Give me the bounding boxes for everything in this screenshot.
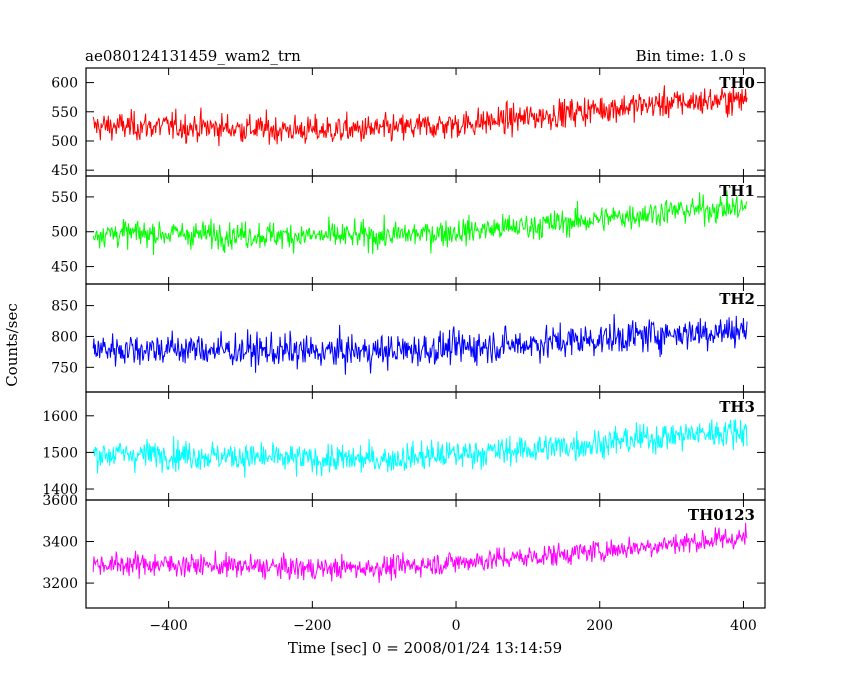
y-tick-label: 3200 bbox=[42, 576, 78, 592]
x-tick-label: −400 bbox=[149, 618, 187, 634]
y-tick-label: 750 bbox=[51, 360, 78, 376]
series-th1-line bbox=[92, 190, 748, 255]
y-tick-label: 550 bbox=[51, 190, 78, 206]
x-tick-label: −200 bbox=[293, 618, 331, 634]
y-tick-label: 800 bbox=[51, 329, 78, 345]
y-tick-label: 500 bbox=[51, 134, 78, 150]
y-tick-label: 450 bbox=[51, 260, 78, 276]
y-axis-label: Counts/sec bbox=[3, 303, 21, 387]
panel-th1: 450 500 550 TH1 bbox=[51, 175, 766, 285]
bin-time-label: Bin time: 1.0 s bbox=[636, 47, 746, 65]
x-axis: −400 −200 0 200 400 bbox=[149, 618, 756, 634]
panels: 450 500 550 600 TH0 450 500 550 TH1 750 800 850 TH2 1… bbox=[42, 67, 766, 609]
panel-label-th0: TH0 bbox=[719, 74, 755, 92]
y-tick-label: 3400 bbox=[42, 535, 78, 551]
y-tick-label: 850 bbox=[51, 299, 78, 315]
y-tick-label: 3600 bbox=[42, 493, 78, 509]
y-tick-label: 500 bbox=[51, 225, 78, 241]
y-tick-label: 1500 bbox=[42, 445, 78, 461]
panel-th0: 450 500 550 600 TH0 bbox=[51, 67, 766, 179]
series-th0123-line bbox=[92, 522, 748, 583]
panel-label-th2: TH2 bbox=[719, 290, 755, 308]
series-th0-line bbox=[92, 83, 748, 147]
y-tick-label: 600 bbox=[51, 76, 78, 92]
panel-th2: 750 800 850 TH2 bbox=[51, 283, 766, 393]
observation-title: ae080124131459_wam2_trn bbox=[85, 47, 301, 65]
panel-frame bbox=[85, 499, 766, 609]
panel-label-th3: TH3 bbox=[719, 398, 755, 416]
panel-th0123: 3200 3400 3600 TH0123 bbox=[42, 493, 766, 609]
series-th2-line bbox=[92, 314, 748, 375]
panel-th3: 1400 1500 1600 TH3 bbox=[42, 391, 766, 501]
panel-label-th1: TH1 bbox=[719, 182, 755, 200]
x-tick-label: 400 bbox=[730, 618, 757, 634]
y-tick-label: 1400 bbox=[42, 482, 78, 498]
panel-frame bbox=[85, 391, 766, 501]
y-tick-label: 550 bbox=[51, 105, 78, 121]
x-tick-label: 0 bbox=[452, 618, 461, 634]
x-tick-label: 200 bbox=[586, 618, 613, 634]
y-tick-label: 450 bbox=[51, 163, 78, 179]
panel-frame bbox=[85, 175, 766, 285]
y-tick-label: 1600 bbox=[42, 409, 78, 425]
x-axis-label: Time [sec] 0 = 2008/01/24 13:14:59 bbox=[288, 639, 562, 657]
panel-label-th0123: TH0123 bbox=[688, 506, 755, 524]
series-th3-line bbox=[92, 419, 748, 478]
